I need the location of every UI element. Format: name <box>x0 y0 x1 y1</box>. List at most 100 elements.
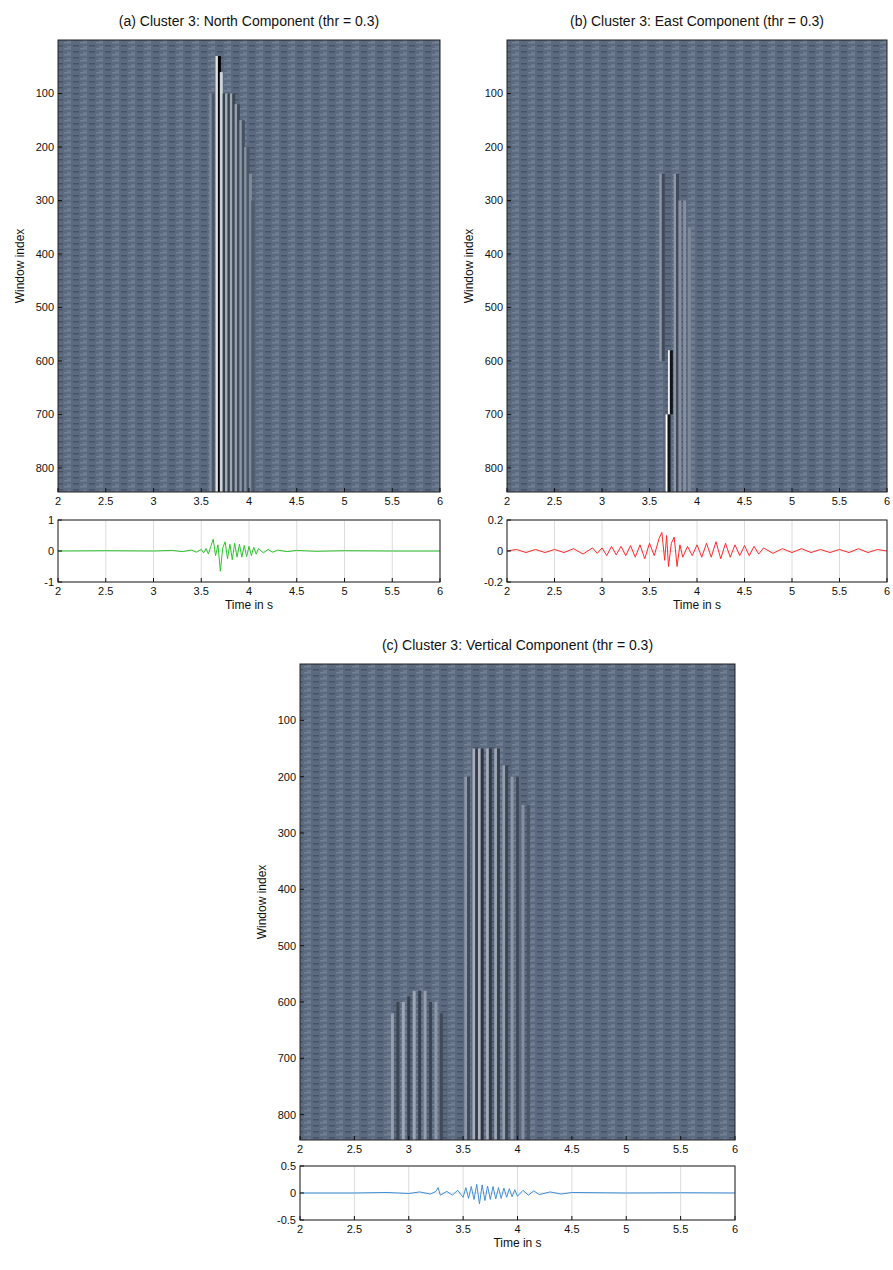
y-tick-label: 400 <box>278 883 296 895</box>
x-tick <box>392 488 393 492</box>
x-axis-title: Time in s <box>225 598 273 612</box>
x-tick-label: 5.5 <box>673 1223 688 1235</box>
x-tick <box>626 1136 627 1140</box>
y-tick <box>300 1001 304 1002</box>
panel-title: (c) Cluster 3: Vertical Component (thr =… <box>382 637 653 653</box>
y-tick-label: 200 <box>485 141 503 153</box>
x-tick <box>58 488 59 492</box>
x-tick <box>887 488 888 492</box>
x-tick-label: 4 <box>694 495 700 507</box>
y-tick <box>58 582 62 583</box>
y-tick-label: 600 <box>278 996 296 1008</box>
y-tick <box>300 720 304 721</box>
x-tick-label: 3 <box>406 1223 412 1235</box>
x-tick <box>440 488 441 492</box>
y-tick-label: 200 <box>278 771 296 783</box>
trace-line <box>58 539 440 571</box>
x-tick <box>571 1216 572 1220</box>
y-tick <box>300 1114 304 1115</box>
y-tick <box>507 93 511 94</box>
trace-line <box>507 532 887 566</box>
stripe <box>683 200 686 492</box>
x-tick-label: 5.5 <box>385 585 400 597</box>
x-tick <box>735 1136 736 1140</box>
trace-panel: 22.533.544.555.56-101Time in s <box>44 514 443 612</box>
image-texture <box>507 40 887 492</box>
y-tick <box>300 1193 304 1194</box>
x-tick <box>463 1136 464 1140</box>
x-tick <box>344 578 345 582</box>
y-tick <box>58 307 62 308</box>
y-tick <box>507 253 511 254</box>
image-area <box>300 664 735 1140</box>
trace-background <box>507 520 887 582</box>
y-tick <box>300 776 304 777</box>
stripe <box>251 200 254 492</box>
x-tick-label: 4 <box>514 1223 520 1235</box>
image-texture <box>300 664 735 1140</box>
x-tick-label: 5 <box>623 1223 629 1235</box>
x-tick-label: 3.5 <box>194 495 209 507</box>
x-tick-label: 3 <box>150 495 156 507</box>
x-tick-label: 3 <box>406 1143 412 1155</box>
x-tick-label: 5.5 <box>385 495 400 507</box>
trace-panel: 22.533.544.555.56-0.500.5Time in s <box>277 1160 738 1250</box>
x-tick-label: 5 <box>789 495 795 507</box>
y-tick-label: 300 <box>36 194 54 206</box>
figure: (a) Cluster 3: North Component (thr = 0.… <box>0 0 893 1270</box>
y-tick-label: -1 <box>44 576 54 588</box>
x-tick-label: 6 <box>437 585 443 597</box>
x-tick-label: 5 <box>341 495 347 507</box>
trace-panel: 22.533.544.555.56-0.200.2Time in s <box>484 514 890 612</box>
x-tick <box>201 488 202 492</box>
y-tick-label: 0 <box>290 1187 296 1199</box>
x-tick-label: 5 <box>341 585 347 597</box>
y-tick-label: 0 <box>48 545 54 557</box>
panel-title: (b) Cluster 3: East Component (thr = 0.3… <box>570 13 824 29</box>
y-tick <box>300 1058 304 1059</box>
x-tick-label: 4.5 <box>564 1223 579 1235</box>
x-axis-title: Time in s <box>493 1236 541 1250</box>
x-tick-label: 3 <box>150 585 156 597</box>
x-tick <box>105 578 106 582</box>
x-tick-label: 4.5 <box>737 495 752 507</box>
stripe <box>413 991 416 1140</box>
x-tick-label: 4.5 <box>289 495 304 507</box>
x-tick-label: 2 <box>297 1143 303 1155</box>
y-tick <box>300 889 304 890</box>
trace-frame <box>507 520 887 582</box>
x-tick <box>153 488 154 492</box>
stripe <box>220 72 223 492</box>
stripe <box>662 174 665 361</box>
stripe <box>396 1002 399 1140</box>
stripe <box>391 1013 394 1140</box>
image-panel: (b) Cluster 3: East Component (thr = 0.3… <box>462 13 890 507</box>
x-tick-label: 2 <box>55 585 61 597</box>
x-tick <box>354 1136 355 1140</box>
image-background <box>507 40 887 492</box>
x-tick <box>792 578 793 582</box>
x-tick <box>602 578 603 582</box>
x-tick-label: 3 <box>599 585 605 597</box>
x-tick <box>517 1216 518 1220</box>
x-tick-label: 5.5 <box>832 495 847 507</box>
trace-area <box>58 539 440 571</box>
x-tick-label: 5.5 <box>832 585 847 597</box>
y-tick <box>300 1166 304 1167</box>
x-tick <box>201 578 202 582</box>
x-tick <box>517 1136 518 1140</box>
stripe <box>440 1013 443 1140</box>
y-tick-label: 500 <box>485 301 503 313</box>
stripe <box>473 748 476 1140</box>
stripe <box>527 805 530 1140</box>
x-tick <box>792 488 793 492</box>
x-tick-label: 4 <box>246 495 252 507</box>
y-tick <box>507 414 511 415</box>
x-tick-label: 6 <box>732 1223 738 1235</box>
image-frame <box>507 40 887 492</box>
y-tick-label: 300 <box>278 827 296 839</box>
y-tick-label: 300 <box>485 194 503 206</box>
x-tick <box>296 578 297 582</box>
stripe <box>467 777 470 1140</box>
y-tick <box>58 360 62 361</box>
